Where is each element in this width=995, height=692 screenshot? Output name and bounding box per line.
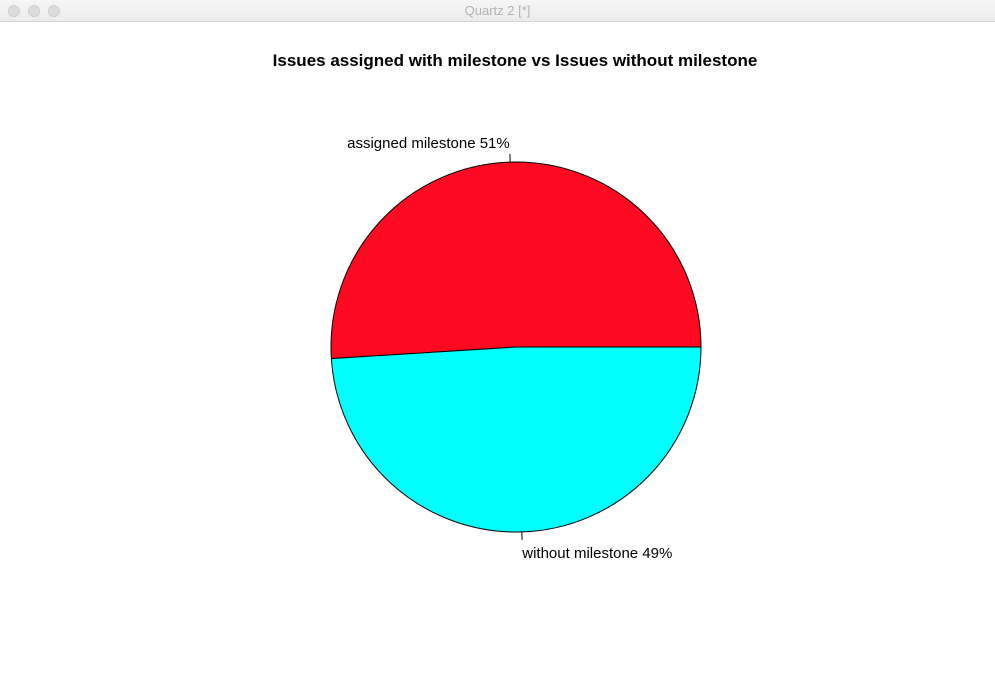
pie-slice-label: without milestone 49% — [521, 545, 672, 562]
chart-title: Issues assigned with milestone vs Issues… — [273, 51, 758, 70]
close-window-button[interactable] — [8, 5, 20, 17]
window-titlebar: Quartz 2 [*] — [0, 0, 995, 22]
plot-area: Issues assigned with milestone vs Issues… — [273, 51, 758, 562]
pie-slice — [330, 346, 702, 533]
zoom-window-button[interactable] — [48, 5, 60, 17]
minimize-window-button[interactable] — [28, 5, 40, 17]
pie-slice-label: assigned milestone 51% — [347, 135, 510, 152]
pie-slice — [330, 161, 702, 360]
pie-chart: assigned milestone 51% without milestone … — [330, 135, 702, 562]
window-title: Quartz 2 [*] — [464, 3, 531, 18]
